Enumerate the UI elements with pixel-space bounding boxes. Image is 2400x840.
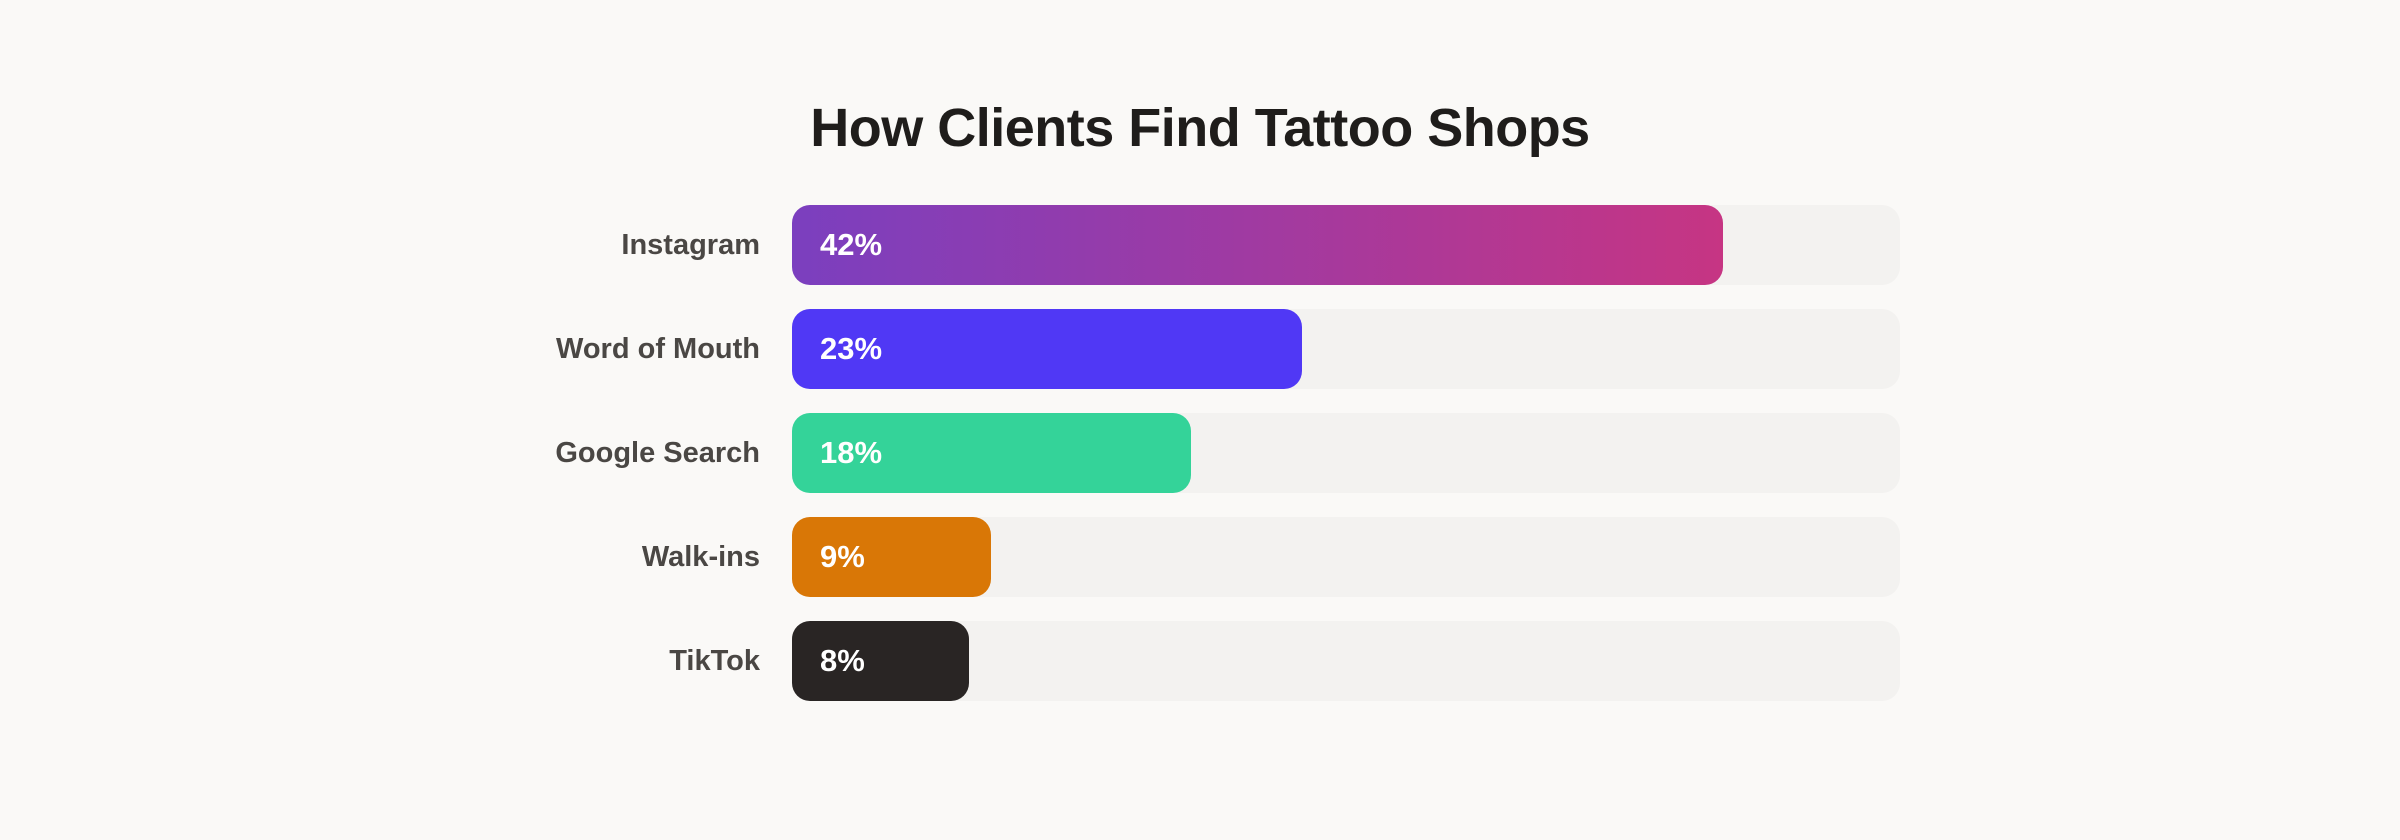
bar-track: 18% (792, 413, 1900, 493)
data-label: 23% (820, 331, 883, 366)
data-label: 42% (820, 227, 883, 262)
bar-row: Word of Mouth 23% (0, 309, 2400, 389)
category-label: Instagram (621, 229, 760, 261)
bar-track: 42% (792, 205, 1900, 285)
bar-row: TikTok 8% (0, 621, 2400, 701)
bar: 8% (792, 621, 969, 701)
bar-track: 8% (792, 621, 1900, 701)
bar-row: Google Search 18% (0, 413, 2400, 493)
bar: 42% (792, 205, 1723, 285)
bar-row: Instagram 42% (0, 205, 2400, 285)
category-label: TikTok (669, 645, 760, 677)
data-label: 9% (820, 539, 865, 574)
category-label: Walk-ins (641, 541, 760, 573)
data-label: 18% (820, 435, 883, 470)
data-label: 8% (820, 643, 865, 678)
bar-track: 9% (792, 517, 1900, 597)
bar-row: Walk-ins 9% (0, 517, 2400, 597)
chart-title: How Clients Find Tattoo Shops (810, 98, 1590, 158)
category-label: Google Search (555, 437, 760, 469)
bar: 9% (792, 517, 991, 597)
bar: 23% (792, 309, 1302, 389)
category-label: Word of Mouth (555, 333, 760, 365)
bar-track: 23% (792, 309, 1900, 389)
bar: 18% (792, 413, 1191, 493)
